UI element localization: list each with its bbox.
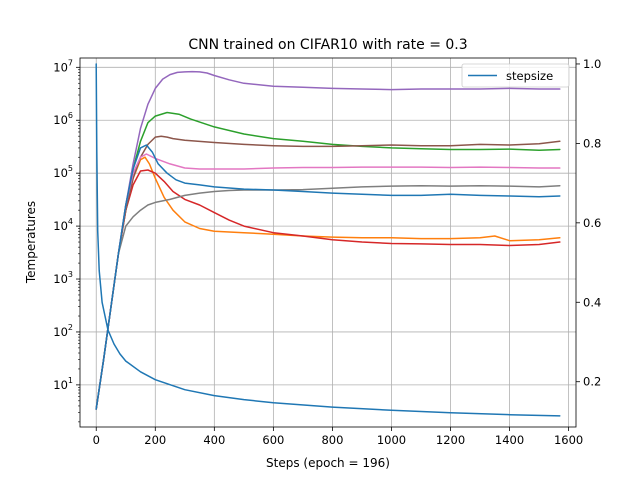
series-line-5 bbox=[95, 135, 561, 410]
series-line-7 bbox=[95, 184, 561, 410]
series-line-stepsize bbox=[95, 63, 561, 417]
legend-box bbox=[461, 63, 570, 88]
chart-title: CNN trained on CIFAR10 with rate = 0.3 bbox=[188, 37, 467, 53]
legend: stepsize bbox=[461, 63, 570, 88]
y-right-tick-label: 0.2 bbox=[583, 375, 601, 389]
x-tick-label: 1600 bbox=[554, 433, 583, 447]
series-line-2 bbox=[95, 111, 561, 410]
y-left-tick-base: 10 bbox=[53, 219, 68, 233]
x-tick-label: 200 bbox=[144, 433, 166, 447]
series-layer bbox=[95, 63, 561, 417]
x-tick-label: 400 bbox=[203, 433, 225, 447]
x-tick-label: 1000 bbox=[377, 433, 406, 447]
y-left-tick-exponent: 4 bbox=[68, 217, 73, 226]
x-tick-label: 600 bbox=[262, 433, 284, 447]
y-left-tick-label: 102 bbox=[53, 323, 73, 339]
y-left-tick-base: 10 bbox=[53, 272, 68, 286]
x-tick-label: 1200 bbox=[436, 433, 465, 447]
y-left-tick-label: 107 bbox=[53, 58, 73, 74]
y-left-tick-label: 105 bbox=[53, 164, 73, 180]
y-left-tick-base: 10 bbox=[53, 166, 68, 180]
y-left-tick-exponent: 1 bbox=[68, 376, 73, 385]
plot-frame bbox=[79, 57, 577, 428]
grid bbox=[80, 58, 576, 427]
series-line-8 bbox=[95, 144, 561, 410]
y-left-tick-exponent: 7 bbox=[68, 58, 73, 67]
y-right-tick-label: 1.0 bbox=[583, 57, 601, 71]
y-left-tick-base: 10 bbox=[53, 325, 68, 339]
y-right-tick-label: 0.8 bbox=[583, 136, 601, 150]
y-left-tick-exponent: 5 bbox=[68, 164, 73, 173]
y-right-tick-label: 0.6 bbox=[583, 216, 601, 230]
y-left-tick-exponent: 6 bbox=[68, 111, 73, 120]
y-left-tick-exponent: 2 bbox=[68, 323, 73, 332]
y-left-tick-label: 104 bbox=[53, 217, 73, 233]
y-axis-label: Temperatures bbox=[24, 201, 38, 284]
y-left-tick-base: 10 bbox=[53, 113, 68, 127]
y-left-tick-exponent: 3 bbox=[68, 270, 73, 279]
series-line-3 bbox=[95, 169, 561, 410]
x-tick-label: 0 bbox=[93, 433, 100, 447]
legend-label-stepsize: stepsize bbox=[506, 69, 553, 83]
y-right-tick-label: 0.4 bbox=[583, 295, 601, 309]
y-left-tick-label: 103 bbox=[53, 270, 73, 286]
series-line-4 bbox=[95, 70, 561, 410]
y-left-tick-base: 10 bbox=[53, 378, 68, 392]
x-axis-label: Steps (epoch = 196) bbox=[266, 456, 390, 470]
y-left-tick-label: 106 bbox=[53, 111, 73, 127]
y-left-tick-label: 101 bbox=[53, 376, 73, 392]
x-tick-label: 1400 bbox=[495, 433, 524, 447]
y-left-tick-base: 10 bbox=[53, 60, 68, 74]
x-tick-label: 800 bbox=[321, 433, 343, 447]
y-right-axis-ticks: 0.2 0.4 0.6 0.8 1.0 bbox=[576, 57, 601, 389]
x-axis-ticks: 0 200 400 600 800 1000 1200 1400 1600 bbox=[93, 427, 583, 447]
